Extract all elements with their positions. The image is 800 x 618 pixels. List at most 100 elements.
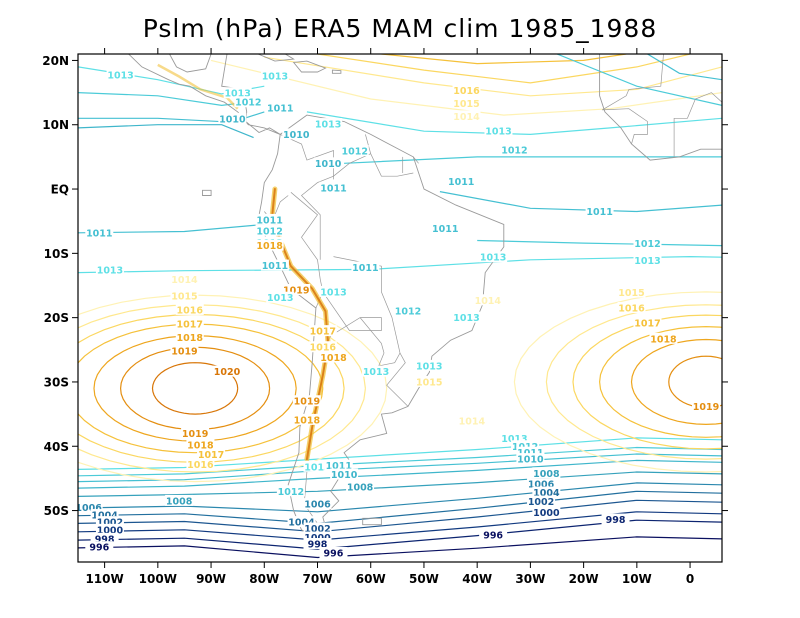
contour-label-bg	[303, 537, 332, 549]
contour-label-bg	[292, 413, 321, 425]
contour-996	[78, 536, 722, 559]
contour-label: 1008	[767, 105, 794, 116]
country-border	[602, 54, 664, 145]
contour-label: 1019	[294, 397, 320, 408]
contour-label-bg	[324, 459, 353, 471]
contour-label-bg	[287, 516, 316, 528]
contour-label-bg	[95, 516, 124, 528]
contour-1014	[513, 291, 722, 473]
contour-1016	[317, 54, 691, 84]
contour-label: 1015	[416, 377, 442, 388]
contour-label: 1000	[533, 508, 560, 519]
contour-label: 1013	[634, 256, 660, 267]
contour-label-bg	[95, 523, 124, 535]
contour-label-bg	[431, 222, 460, 234]
contour-label: 998	[95, 534, 115, 545]
contour-label-bg	[362, 365, 391, 377]
contour-label-bg	[415, 375, 444, 387]
continents-layer	[127, 54, 722, 541]
contour-1015	[264, 56, 722, 97]
contour-label: 1008	[347, 482, 374, 493]
contour-label-bg	[175, 331, 204, 343]
contour-label: 1011	[432, 224, 458, 235]
contour-label: 1012	[634, 239, 660, 250]
contour-label-bg	[452, 84, 481, 96]
contour-1013	[306, 111, 722, 136]
contour-label-bg	[532, 486, 561, 498]
contour-label-bg	[500, 432, 529, 444]
contour-label: 1017	[634, 318, 660, 329]
lat-tick-label: EQ	[51, 183, 69, 197]
lon-tick-label: 60W	[356, 572, 386, 586]
axes: 20N 10N EQ 10S 20S 30S 40S 50S 110W 100W 90W 80W 70W…	[42, 48, 728, 586]
contour-label: 1018	[294, 415, 321, 426]
contour-label: 1018	[187, 440, 214, 451]
contour-label: 1004	[533, 488, 560, 499]
contour-label: 1010	[751, 140, 778, 151]
contour-label-bg	[319, 181, 348, 193]
contour-label: 1018	[177, 333, 204, 344]
contour-label: 1015	[171, 291, 197, 302]
contour-label-bg	[601, 513, 630, 525]
contour-label-bg	[484, 125, 513, 137]
contour-label-bg	[527, 495, 556, 507]
lon-tick-label: 10W	[622, 572, 652, 586]
contour-1017	[598, 325, 722, 438]
contour-label-bg	[452, 110, 481, 122]
contour-label: 1014	[475, 296, 502, 307]
contour-label: 1011	[326, 461, 352, 472]
contour-label: 1019	[171, 347, 197, 358]
contour-1013	[78, 255, 722, 274]
contour-998	[78, 519, 722, 550]
contour-label: 1004	[288, 518, 315, 529]
contour-1012	[78, 446, 722, 477]
contour-label-bg	[255, 213, 284, 225]
contour-label-bg	[260, 259, 289, 271]
contour-label-bg	[527, 478, 556, 490]
contour-label: 1008	[166, 496, 193, 507]
contour-label: 1014	[453, 112, 480, 123]
contour-label-bg	[255, 239, 284, 251]
contour-label-bg	[78, 501, 103, 513]
contour-label: 1004	[91, 511, 118, 522]
plot-frame	[77, 53, 723, 563]
contour-label-bg	[170, 345, 199, 357]
contour-label: 1010	[219, 114, 246, 125]
contour-label-bg	[266, 102, 295, 114]
lon-tick-label: 0	[686, 572, 694, 586]
contour-label: 1014	[171, 275, 198, 286]
contour-label: 1014	[459, 417, 486, 428]
contour-label-bg	[330, 468, 359, 480]
contour-label: 998	[606, 515, 626, 526]
contour-1008	[78, 471, 722, 497]
contour-label: 1012	[235, 98, 261, 109]
contour-label-bg	[516, 446, 545, 458]
contour-label: 1013	[224, 89, 250, 100]
galapagos-islands	[202, 189, 212, 196]
contour-label: 1018	[320, 353, 347, 364]
contour-label-bg	[266, 291, 295, 303]
contour-label-bg	[197, 448, 226, 460]
contour-1000	[78, 511, 722, 541]
contour-label-bg	[314, 157, 343, 169]
lat-tick-label: 30S	[44, 375, 69, 389]
contour-label: 1011	[262, 261, 288, 272]
contour-label-bg	[165, 494, 194, 506]
contour-label-bg	[303, 531, 332, 543]
contour-label-bg	[170, 289, 199, 301]
contour-label-bg	[585, 205, 614, 217]
contour-label-bg	[282, 128, 311, 140]
contour-1010	[78, 124, 254, 139]
contour-1015	[545, 304, 722, 460]
contour-1004	[78, 490, 722, 525]
contour-label-bg	[90, 532, 119, 544]
lon-tick-label: 50W	[409, 572, 439, 586]
contour-label: 1011	[586, 207, 612, 218]
lon-tick-label: 30W	[515, 572, 545, 586]
contour-label: 1012	[395, 307, 421, 318]
contour-1011	[439, 191, 722, 213]
contour-label-bg	[511, 440, 540, 452]
contour-label-bg	[767, 103, 795, 114]
country-border	[673, 92, 722, 157]
contour-label: 1018	[256, 241, 283, 252]
